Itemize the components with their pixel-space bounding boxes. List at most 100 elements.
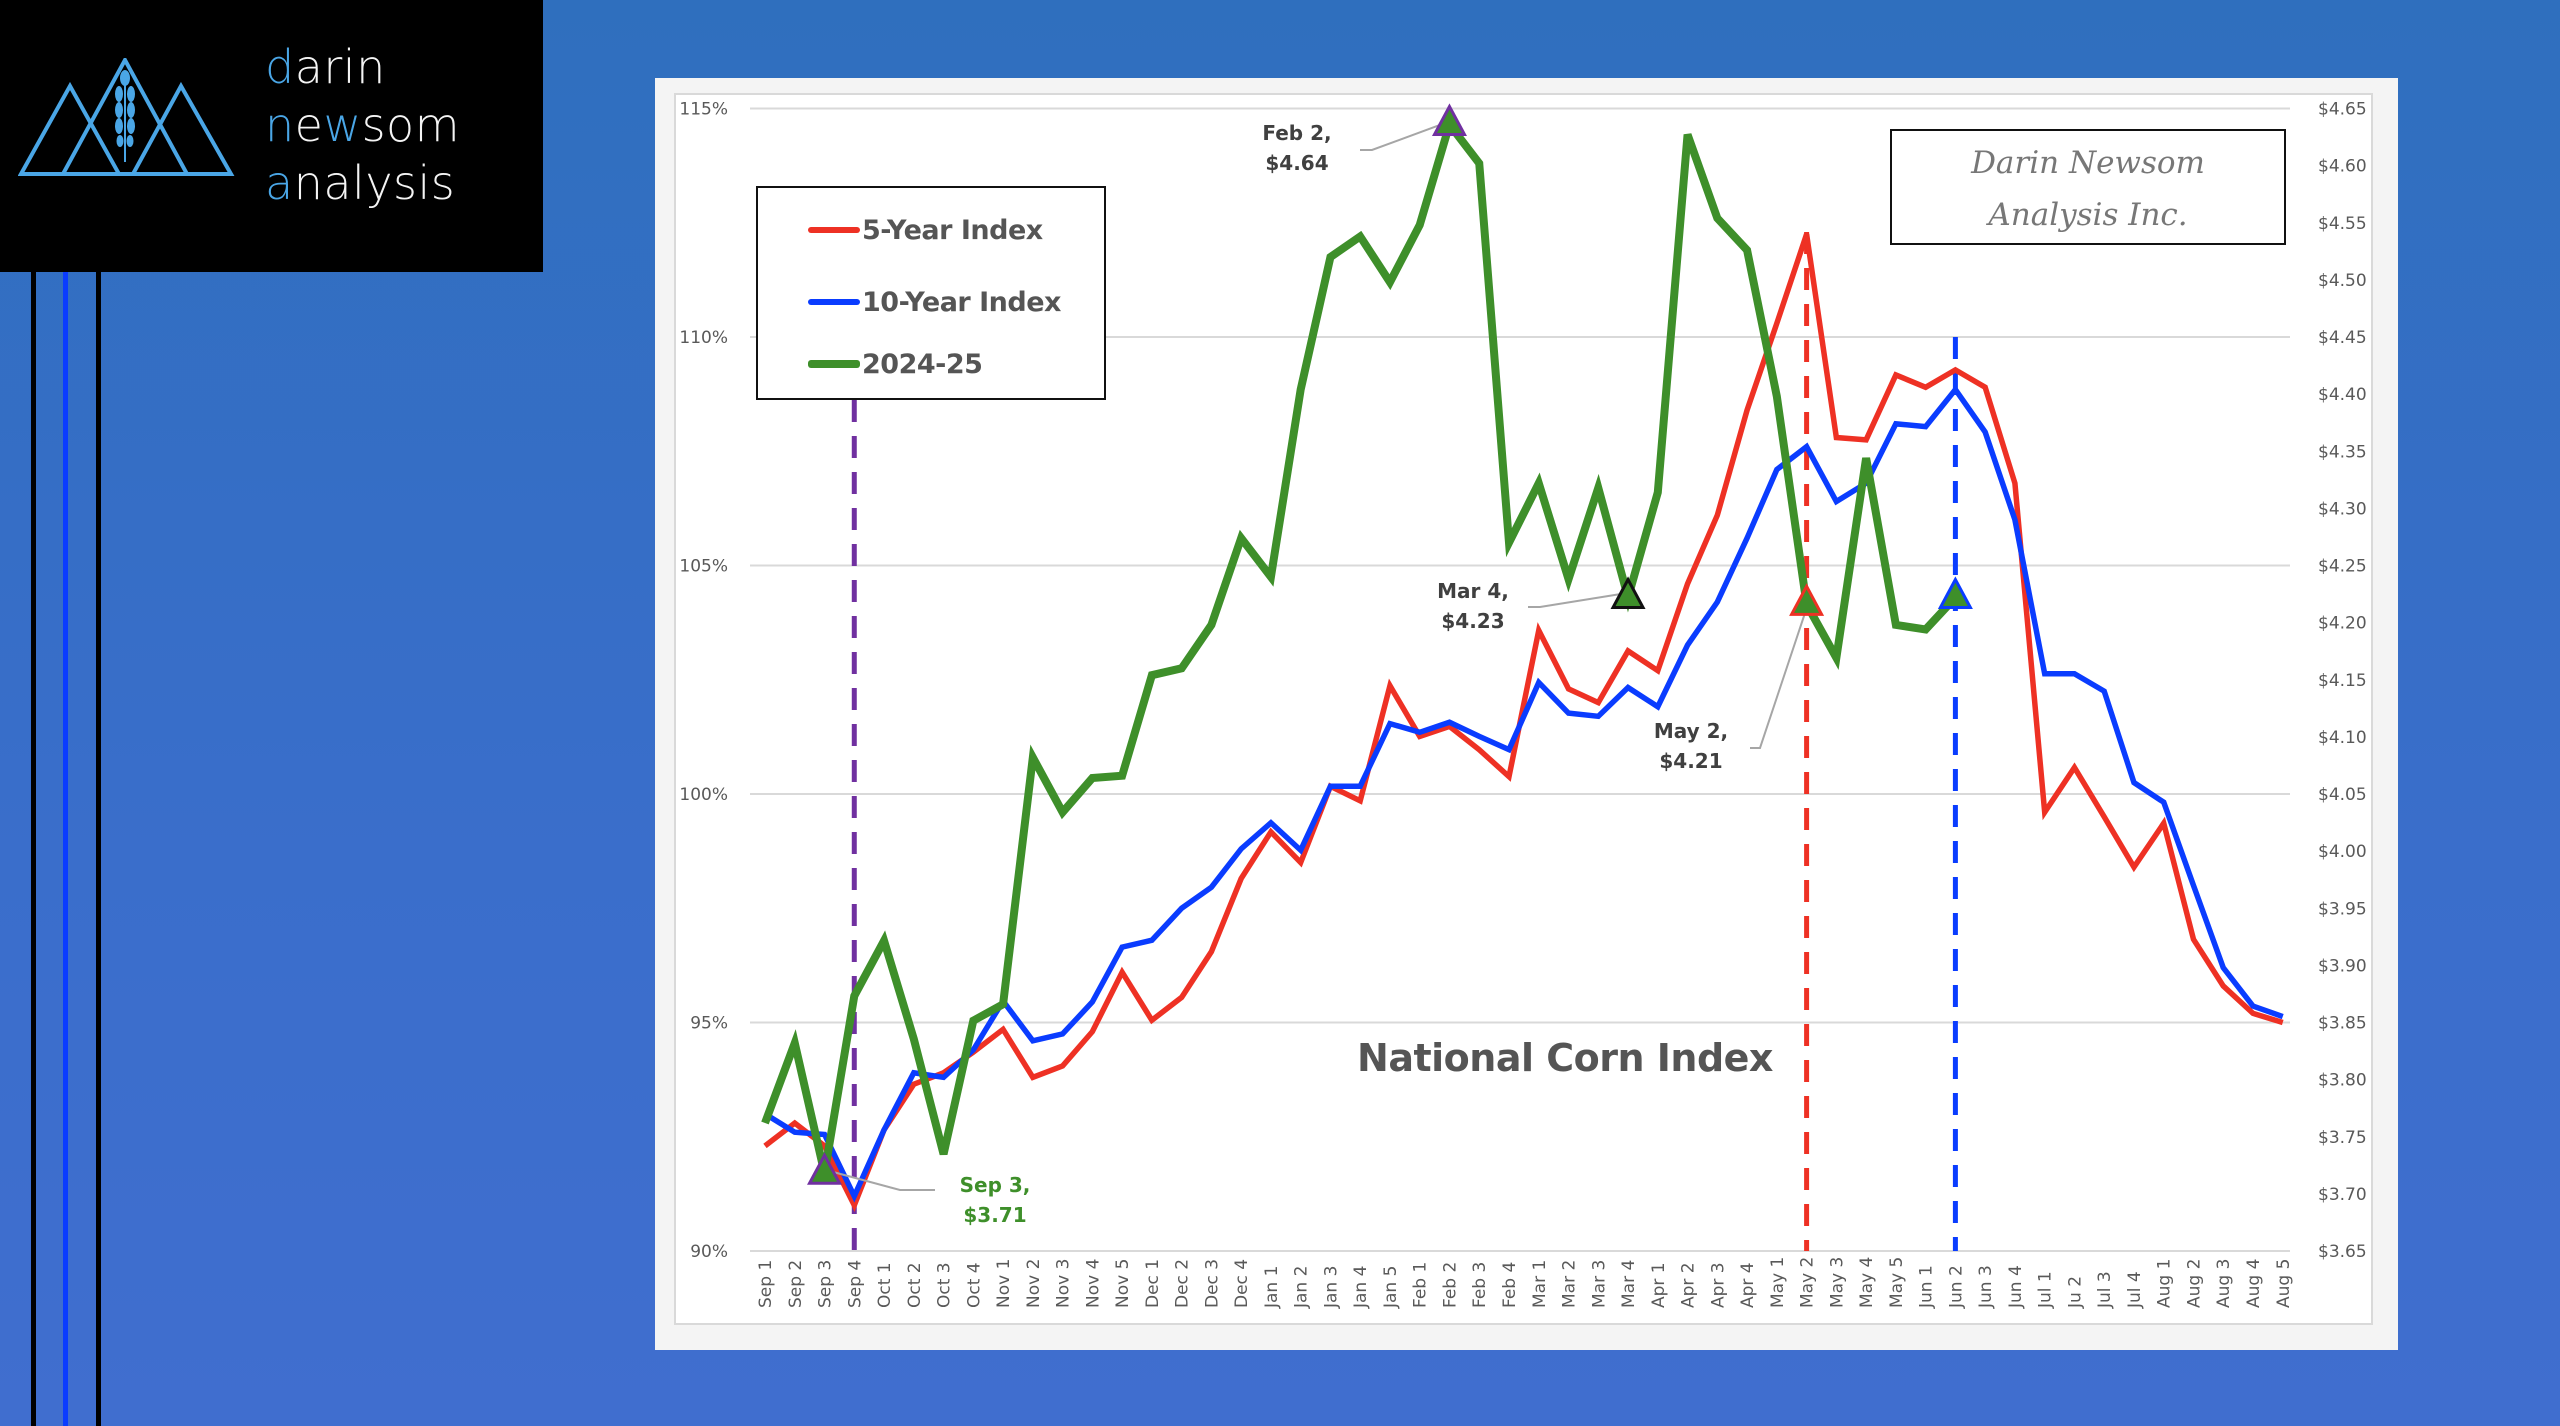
x-axis-tick-label: Nov 2: [1024, 1259, 1044, 1308]
right-axis-tick-label: $4.60: [2318, 157, 2367, 177]
x-axis-tick-label: Oct 1: [875, 1262, 895, 1308]
right-axis-tick-label: $4.45: [2318, 328, 2367, 348]
x-axis-tick-label: Mar 2: [1560, 1260, 1580, 1308]
legend-swatch-blue: [808, 299, 860, 305]
logo-letter: w: [323, 98, 362, 152]
logo-letter: d: [265, 40, 295, 94]
x-axis-tick-label: Apr 4: [1738, 1262, 1758, 1308]
left-axis-tick-label: 95%: [690, 1014, 728, 1034]
point-markers: [807, 103, 1973, 1185]
x-axis-tick-label: Aug 1: [2155, 1259, 2175, 1308]
x-axis-tick-label: May 2: [1798, 1257, 1818, 1308]
triangle-marker-jun2: [1937, 576, 1973, 609]
x-axis-tick-label: Mar 3: [1589, 1260, 1609, 1308]
x-axis-tick-label: Aug 2: [2184, 1259, 2204, 1308]
brand-watermark-box: Darin Newsom Analysis Inc.: [1890, 129, 2286, 245]
x-axis-tick-label: Dec 2: [1173, 1259, 1193, 1308]
annotation-value: $4.23: [1441, 609, 1505, 633]
chart-legend: 5-Year Index 10-Year Index 2024-25: [756, 186, 1106, 400]
annotation-sep3: Sep 3, $3.71: [940, 1170, 1050, 1230]
annotation-label: Sep 3,: [959, 1173, 1031, 1197]
legend-swatch-red: [808, 227, 860, 233]
right-axis-tick-label: $4.20: [2318, 614, 2367, 634]
logo-word-darin: arin: [294, 40, 386, 94]
right-axis-tick-label: $4.50: [2318, 271, 2367, 291]
annotation-label: May 2,: [1653, 719, 1729, 743]
decor-stripe-black-right: [96, 272, 101, 1426]
x-axis-tick-label: Jul 3: [2095, 1271, 2115, 1309]
brand-line-1: Darin Newsom: [1971, 145, 2205, 181]
annotation-leader-line: [1750, 609, 1807, 749]
logo: darin newsom analysis: [0, 0, 543, 272]
series-lines: [761, 115, 2284, 1213]
x-axis-tick-label: Feb 4: [1500, 1262, 1520, 1308]
x-axis-tick-label: Jun 2: [1946, 1265, 1966, 1309]
legend-label: 5-Year Index: [862, 214, 1043, 246]
annotation-may2: May 2, $4.21: [1636, 716, 1746, 776]
right-axis-tick-label: $3.80: [2318, 1071, 2367, 1091]
vertical-markers: [851, 232, 1958, 1251]
x-axis-tick-label: Jun 1: [1917, 1265, 1937, 1309]
legend-item-10-year: 10-Year Index: [808, 282, 1061, 322]
gridlines: [750, 107, 2290, 1252]
legend-item-2024-25: 2024-25: [808, 344, 983, 384]
x-axis-tick-label: Sep 1: [756, 1260, 776, 1308]
annotation-leader-line: [1528, 592, 1628, 608]
annotation-leader-lines: [821, 121, 1807, 1191]
x-axis-tick-label: Jan 3: [1321, 1266, 1341, 1309]
legend-label: 10-Year Index: [862, 286, 1061, 318]
x-axis-tick-label: Nov 4: [1083, 1259, 1103, 1308]
right-axis-tick-label: $4.65: [2318, 100, 2367, 120]
x-axis-tick-label: Oct 4: [964, 1262, 984, 1308]
x-axis-tick-label: Sep 4: [845, 1260, 865, 1308]
logo-letter: e: [294, 98, 324, 152]
right-axis-tick-label: $4.10: [2318, 728, 2367, 748]
legend-label: 2024-25: [862, 348, 983, 380]
right-axis-tick-label: $4.40: [2318, 385, 2367, 405]
x-axis-tick-label: Jul 4: [2125, 1271, 2145, 1309]
x-axis-tick-label: Oct 2: [905, 1262, 925, 1308]
x-axis-tick-label: Nov 5: [1113, 1259, 1133, 1308]
x-axis-tick-label: Jul 1: [2036, 1271, 2056, 1309]
right-axis-tick-label: $4.55: [2318, 214, 2367, 234]
x-axis-tick-label: Jun 3: [1976, 1265, 1996, 1309]
annotation-value: $4.21: [1659, 749, 1723, 773]
x-axis-tick-label: Sep 3: [816, 1260, 836, 1308]
x-axis-ticks: Sep 1 Sep 2 Sep 3 Sep 4 Oct 1 Oct 2 Oct 3 Oct 4…: [756, 1257, 2294, 1309]
series-line-5-year-index: [763, 233, 2284, 1213]
logo-word-newsom: som: [361, 98, 461, 152]
left-axis-tick-label: 105%: [679, 557, 728, 577]
annotation-label: Mar 4,: [1437, 579, 1509, 603]
x-axis-tick-label: Mar 4: [1619, 1260, 1639, 1308]
logo-wordmark: darin newsom analysis: [265, 38, 460, 212]
right-axis-tick-label: $3.90: [2318, 956, 2367, 976]
left-axis-ticks: 90% 95% 100% 105% 110% 115%: [679, 100, 728, 1263]
triangle-marker-sep3: [807, 1152, 843, 1185]
mountain-wheat-logo-icon: [18, 58, 235, 176]
annotation-value: $4.64: [1265, 151, 1329, 175]
x-axis-tick-label: Apr 1: [1649, 1262, 1669, 1308]
annotation-leader-line: [1360, 121, 1449, 151]
annotation-mar4: Mar 4, $4.23: [1418, 576, 1528, 636]
x-axis-tick-label: Dec 4: [1232, 1259, 1252, 1308]
x-axis-tick-label: Feb 3: [1470, 1262, 1490, 1308]
annotation-feb2: Feb 2, $4.64: [1242, 118, 1352, 178]
series-line-2024-25: [761, 115, 1959, 1175]
x-axis-tick-label: Dec 3: [1202, 1259, 1222, 1308]
right-axis-tick-label: $4.25: [2318, 557, 2367, 577]
right-axis-tick-label: $3.85: [2318, 1014, 2367, 1034]
right-axis-tick-label: $4.30: [2318, 499, 2367, 519]
x-axis-tick-label: Feb 1: [1411, 1262, 1431, 1308]
right-axis-tick-label: $3.75: [2318, 1128, 2367, 1148]
right-axis-ticks: $3.65 $3.70 $3.75 $3.80 $3.85 $3.90 $3.95 $4.00…: [2318, 100, 2367, 1263]
x-axis-tick-label: May 3: [1827, 1257, 1847, 1308]
annotation-value: $3.71: [963, 1203, 1027, 1227]
decor-stripe-black-left: [31, 272, 36, 1426]
decor-stripe-blue: [63, 272, 68, 1426]
right-axis-tick-label: $4.00: [2318, 842, 2367, 862]
x-axis-tick-label: Oct 3: [935, 1262, 955, 1308]
left-axis-tick-label: 90%: [690, 1242, 728, 1262]
x-axis-tick-label: Jun 4: [2006, 1265, 2026, 1309]
right-axis-tick-label: $3.70: [2318, 1185, 2367, 1205]
